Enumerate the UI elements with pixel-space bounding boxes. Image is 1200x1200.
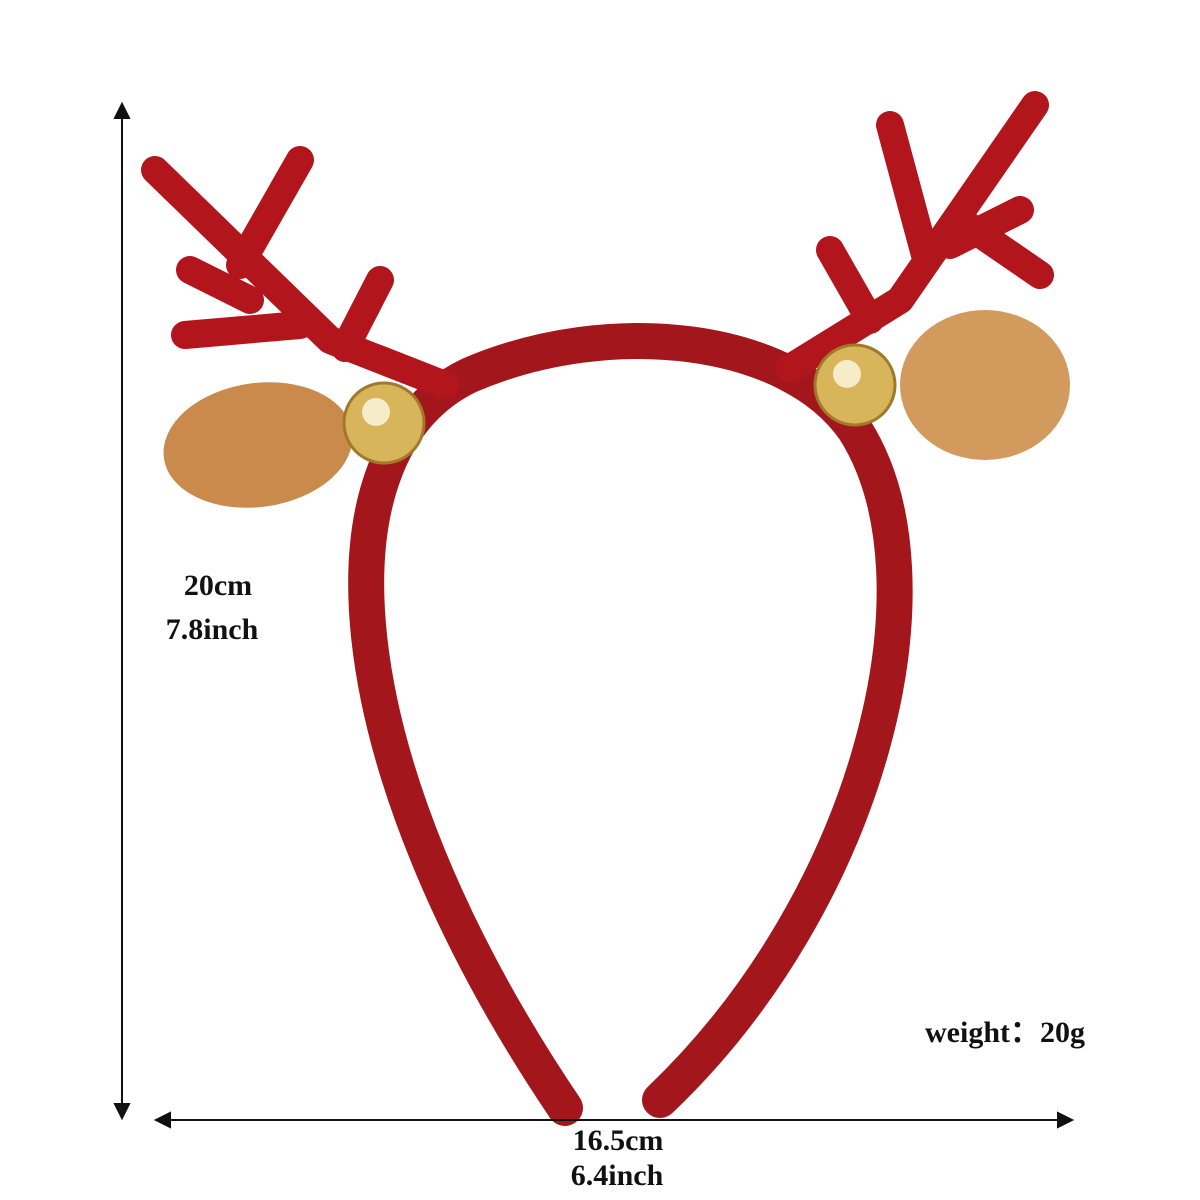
left-ear <box>163 382 353 508</box>
width-metric: 16.5cm <box>573 1124 664 1157</box>
bell-shine <box>362 398 390 426</box>
left-antler <box>141 146 459 399</box>
weight-label: weight：20g <box>925 1016 1085 1049</box>
width-imperial: 6.4inch <box>571 1159 664 1192</box>
width-arrow <box>153 1111 1075 1129</box>
right-ear <box>900 310 1070 460</box>
bell-shine <box>833 360 861 388</box>
height-metric: 20cm <box>184 569 252 602</box>
height-imperial: 7.8inch <box>166 613 259 646</box>
height-arrow <box>113 101 131 1121</box>
headband <box>348 323 913 1126</box>
right-antler <box>776 91 1054 382</box>
